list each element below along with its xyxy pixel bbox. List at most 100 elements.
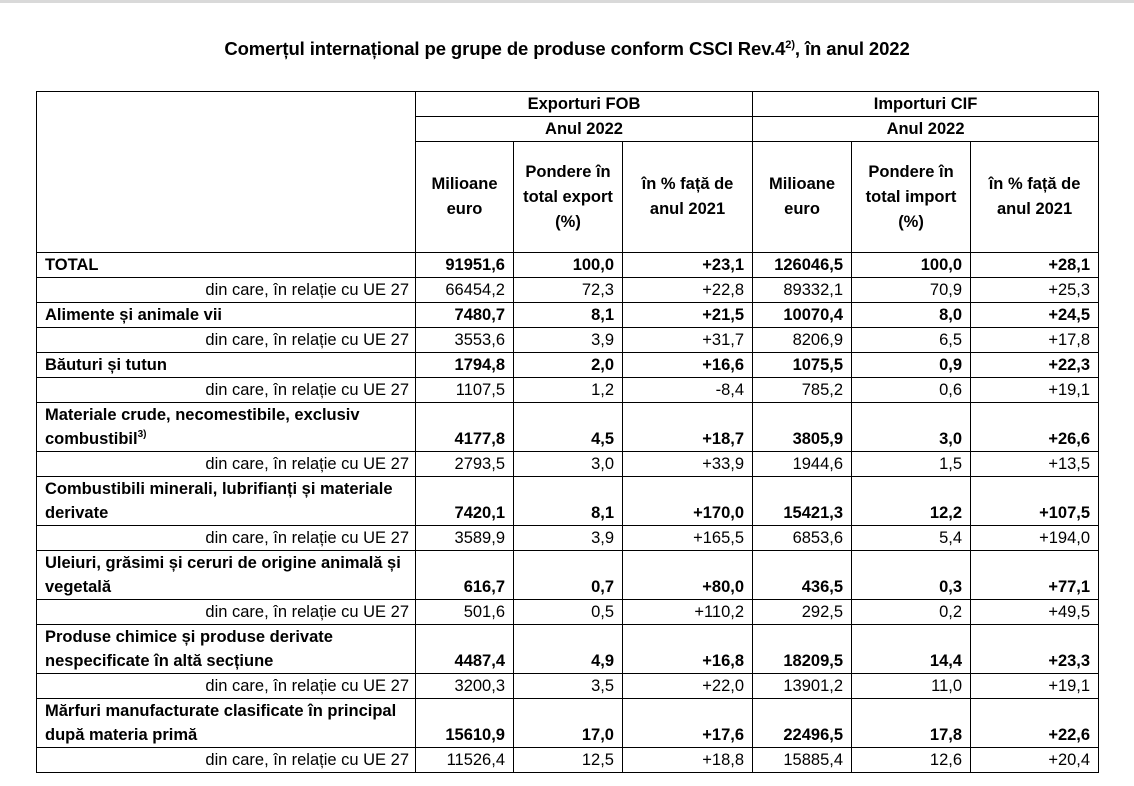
cell-export-pct: -8,4 bbox=[621, 377, 754, 403]
cell-import-millions: 18209,5 bbox=[752, 624, 853, 674]
trade-table: Exporturi FOB Importuri CIF Anul 2022 An… bbox=[36, 91, 1100, 773]
cell-export-pct: +170,0 bbox=[621, 476, 754, 526]
cell-import-share: 0,9 bbox=[851, 352, 972, 378]
cell-import-share: 70,9 bbox=[851, 277, 972, 303]
cell-export-share: 3,9 bbox=[513, 327, 623, 353]
cell-export-pct: +18,7 bbox=[621, 402, 754, 452]
title-footnote-marker: 2) bbox=[785, 39, 795, 51]
row-label-eu27: din care, în relație cu UE 27 bbox=[36, 673, 416, 699]
cell-export-pct: +17,6 bbox=[621, 698, 754, 748]
cell-export-millions: 15610,9 bbox=[415, 698, 514, 748]
row-label-group: Uleiuri, grăsimi și ceruri de origine an… bbox=[36, 550, 416, 600]
header-export-pct: în % față de anul 2021 bbox=[621, 141, 754, 253]
cell-export-millions: 616,7 bbox=[415, 550, 514, 600]
cell-import-millions: 3805,9 bbox=[752, 402, 853, 452]
cell-import-share: 0,2 bbox=[851, 599, 972, 625]
table-row-eu27: din care, în relație cu UE 27 501,6 0,5 +11… bbox=[36, 599, 1100, 625]
cell-import-pct: +194,0 bbox=[970, 525, 1100, 551]
table-row-eu27: din care, în relație cu UE 27 3553,6 3,9 +3… bbox=[36, 327, 1100, 353]
cell-import-share: 17,8 bbox=[851, 698, 972, 748]
top-border-line bbox=[0, 0, 1134, 3]
row-label-text: din care, în relație cu UE 27 bbox=[205, 281, 409, 299]
cell-import-millions: 8206,9 bbox=[752, 327, 853, 353]
row-label-text: din care, în relație cu UE 27 bbox=[205, 677, 409, 695]
cell-import-pct: +26,6 bbox=[970, 402, 1100, 452]
row-label-text: din care, în relație cu UE 27 bbox=[205, 529, 409, 547]
cell-export-millions: 4487,4 bbox=[415, 624, 514, 674]
cell-import-share: 100,0 bbox=[851, 252, 972, 278]
header-export-year: Anul 2022 bbox=[414, 116, 754, 142]
cell-export-millions: 2793,5 bbox=[415, 451, 514, 477]
cell-import-pct: +23,3 bbox=[970, 624, 1100, 674]
cell-import-share: 0,3 bbox=[851, 550, 972, 600]
row-label-group: Materiale crude, necomestibile, exclusiv… bbox=[36, 402, 416, 452]
header-import-pct: în % față de anul 2021 bbox=[970, 141, 1100, 253]
cell-export-millions: 3589,9 bbox=[415, 525, 514, 551]
cell-export-pct: +16,6 bbox=[621, 352, 754, 378]
cell-export-pct: +80,0 bbox=[621, 550, 754, 600]
cell-import-pct: +24,5 bbox=[970, 302, 1100, 328]
cell-export-share: 8,1 bbox=[513, 302, 623, 328]
table-row-eu27: din care, în relație cu UE 27 3200,3 3,5 +2… bbox=[36, 673, 1100, 699]
row-label-text: Băuturi și tutun bbox=[45, 356, 167, 374]
cell-export-share: 3,5 bbox=[513, 673, 623, 699]
header-blank-cell bbox=[36, 91, 416, 253]
cell-export-share: 3,9 bbox=[513, 525, 623, 551]
cell-export-share: 4,5 bbox=[513, 402, 623, 452]
cell-import-pct: +107,5 bbox=[970, 476, 1100, 526]
cell-import-millions: 785,2 bbox=[752, 377, 853, 403]
cell-export-share: 100,0 bbox=[513, 252, 623, 278]
row-label-text: din care, în relație cu UE 27 bbox=[205, 331, 409, 349]
cell-export-millions: 3200,3 bbox=[415, 673, 514, 699]
row-label-text: Combustibili minerali, lubrifianți și ma… bbox=[45, 480, 393, 522]
header-import-year: Anul 2022 bbox=[752, 116, 1100, 142]
table-row-group: TOTAL 91951,6 100,0 +23,1 126046,5 100,0 +28,1 bbox=[36, 252, 1100, 278]
row-label-eu27: din care, în relație cu UE 27 bbox=[36, 747, 416, 773]
cell-export-pct: +33,9 bbox=[621, 451, 754, 477]
cell-export-share: 17,0 bbox=[513, 698, 623, 748]
table-row-eu27: din care, în relație cu UE 27 66454,2 72,3… bbox=[36, 277, 1100, 303]
cell-import-pct: +19,1 bbox=[970, 673, 1100, 699]
header-export-millions: Milioane euro bbox=[415, 141, 514, 253]
cell-import-share: 5,4 bbox=[851, 525, 972, 551]
row-label-eu27: din care, în relație cu UE 27 bbox=[36, 277, 416, 303]
row-label-text: Alimente și animale vii bbox=[45, 306, 222, 324]
cell-export-millions: 91951,6 bbox=[415, 252, 514, 278]
header-imports: Importuri CIF bbox=[752, 91, 1100, 117]
cell-import-pct: +20,4 bbox=[970, 747, 1100, 773]
cell-export-pct: +110,2 bbox=[621, 599, 754, 625]
cell-import-share: 6,5 bbox=[851, 327, 972, 353]
row-label-group: Combustibili minerali, lubrifianți și ma… bbox=[36, 476, 416, 526]
cell-import-share: 8,0 bbox=[851, 302, 972, 328]
cell-export-share: 2,0 bbox=[513, 352, 623, 378]
table-row-eu27: din care, în relație cu UE 27 3589,9 3,9 +1… bbox=[36, 525, 1100, 551]
cell-import-share: 14,4 bbox=[851, 624, 972, 674]
table-row-group: Materiale crude, necomestibile, exclusiv… bbox=[36, 402, 1100, 452]
cell-import-pct: +77,1 bbox=[970, 550, 1100, 600]
title-text: Comerțul internațional pe grupe de produ… bbox=[224, 38, 786, 59]
cell-import-pct: +49,5 bbox=[970, 599, 1100, 625]
row-label-footnote-marker: 3) bbox=[137, 429, 147, 440]
cell-export-pct: +31,7 bbox=[621, 327, 754, 353]
row-label-text: Materiale crude, necomestibile, exclusiv… bbox=[45, 406, 360, 448]
row-label-group: TOTAL bbox=[36, 252, 416, 278]
cell-import-millions: 15885,4 bbox=[752, 747, 853, 773]
cell-export-share: 0,7 bbox=[513, 550, 623, 600]
cell-import-millions: 10070,4 bbox=[752, 302, 853, 328]
header-import-share: Pondere în total import (%) bbox=[851, 141, 972, 253]
cell-import-share: 12,6 bbox=[851, 747, 972, 773]
row-label-text: din care, în relație cu UE 27 bbox=[205, 455, 409, 473]
page-title: Comerțul internațional pe grupe de produ… bbox=[0, 38, 1134, 60]
table-row-group: Combustibili minerali, lubrifianți și ma… bbox=[36, 476, 1100, 526]
table-row-eu27: din care, în relație cu UE 27 1107,5 1,2 -8… bbox=[36, 377, 1100, 403]
table-row-group: Produse chimice și produse derivate nesp… bbox=[36, 624, 1100, 674]
row-label-group: Alimente și animale vii bbox=[36, 302, 416, 328]
row-label-eu27: din care, în relație cu UE 27 bbox=[36, 327, 416, 353]
cell-export-pct: +22,8 bbox=[621, 277, 754, 303]
cell-import-millions: 22496,5 bbox=[752, 698, 853, 748]
row-label-group: Mărfuri manufacturate clasificate în pri… bbox=[36, 698, 416, 748]
cell-import-millions: 126046,5 bbox=[752, 252, 853, 278]
table-row-group: Mărfuri manufacturate clasificate în pri… bbox=[36, 698, 1100, 748]
cell-export-millions: 4177,8 bbox=[415, 402, 514, 452]
cell-import-pct: +19,1 bbox=[970, 377, 1100, 403]
